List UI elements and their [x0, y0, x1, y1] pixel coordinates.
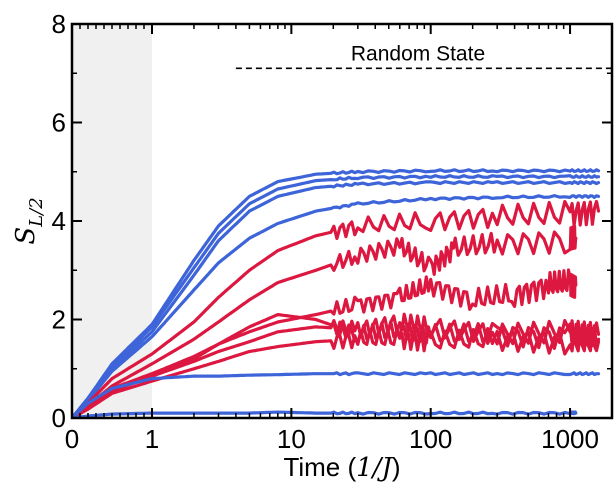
y-tick-label: 2 — [52, 305, 66, 335]
series-layer — [72, 168, 601, 418]
random-state-label: Random State — [351, 42, 485, 65]
series-line-1 — [72, 168, 601, 418]
plot-frame — [70, 22, 614, 420]
y-tick-label: 4 — [52, 206, 66, 236]
x-axis-label-close: ) — [392, 452, 401, 482]
x-axis-label-unit: 1/J — [356, 453, 393, 483]
shaded-region — [72, 24, 152, 418]
x-tick-label: 100 — [409, 424, 452, 454]
series-line-6 — [72, 224, 578, 418]
x-axis-label-text: Time ( — [283, 452, 356, 482]
series-line-5 — [72, 199, 601, 418]
x-axis-label: Time (1/J) — [283, 452, 400, 483]
x-tick-label: 10 — [277, 424, 306, 454]
series-line-12 — [72, 410, 578, 418]
ticks-layer: 0 1 10 100 1000 0 2 4 6 8 — [52, 9, 613, 454]
series-line-10 — [72, 327, 601, 418]
y-tick-label: 0 — [52, 403, 66, 433]
series-line-2 — [72, 174, 601, 418]
x-tick-label: 0 — [65, 424, 79, 454]
series-line-4 — [72, 194, 601, 418]
y-axis-label-subscript: L/2 — [26, 197, 47, 227]
series-line-11 — [72, 371, 601, 418]
x-tick-label: 1 — [145, 424, 159, 454]
series-line-3 — [72, 180, 601, 418]
y-tick-label: 6 — [52, 108, 66, 138]
series-line-7 — [72, 268, 578, 418]
y-axis-label: SL/2 — [11, 197, 47, 244]
y-tick-label: 8 — [52, 9, 66, 39]
x-tick-label: 1000 — [541, 424, 599, 454]
